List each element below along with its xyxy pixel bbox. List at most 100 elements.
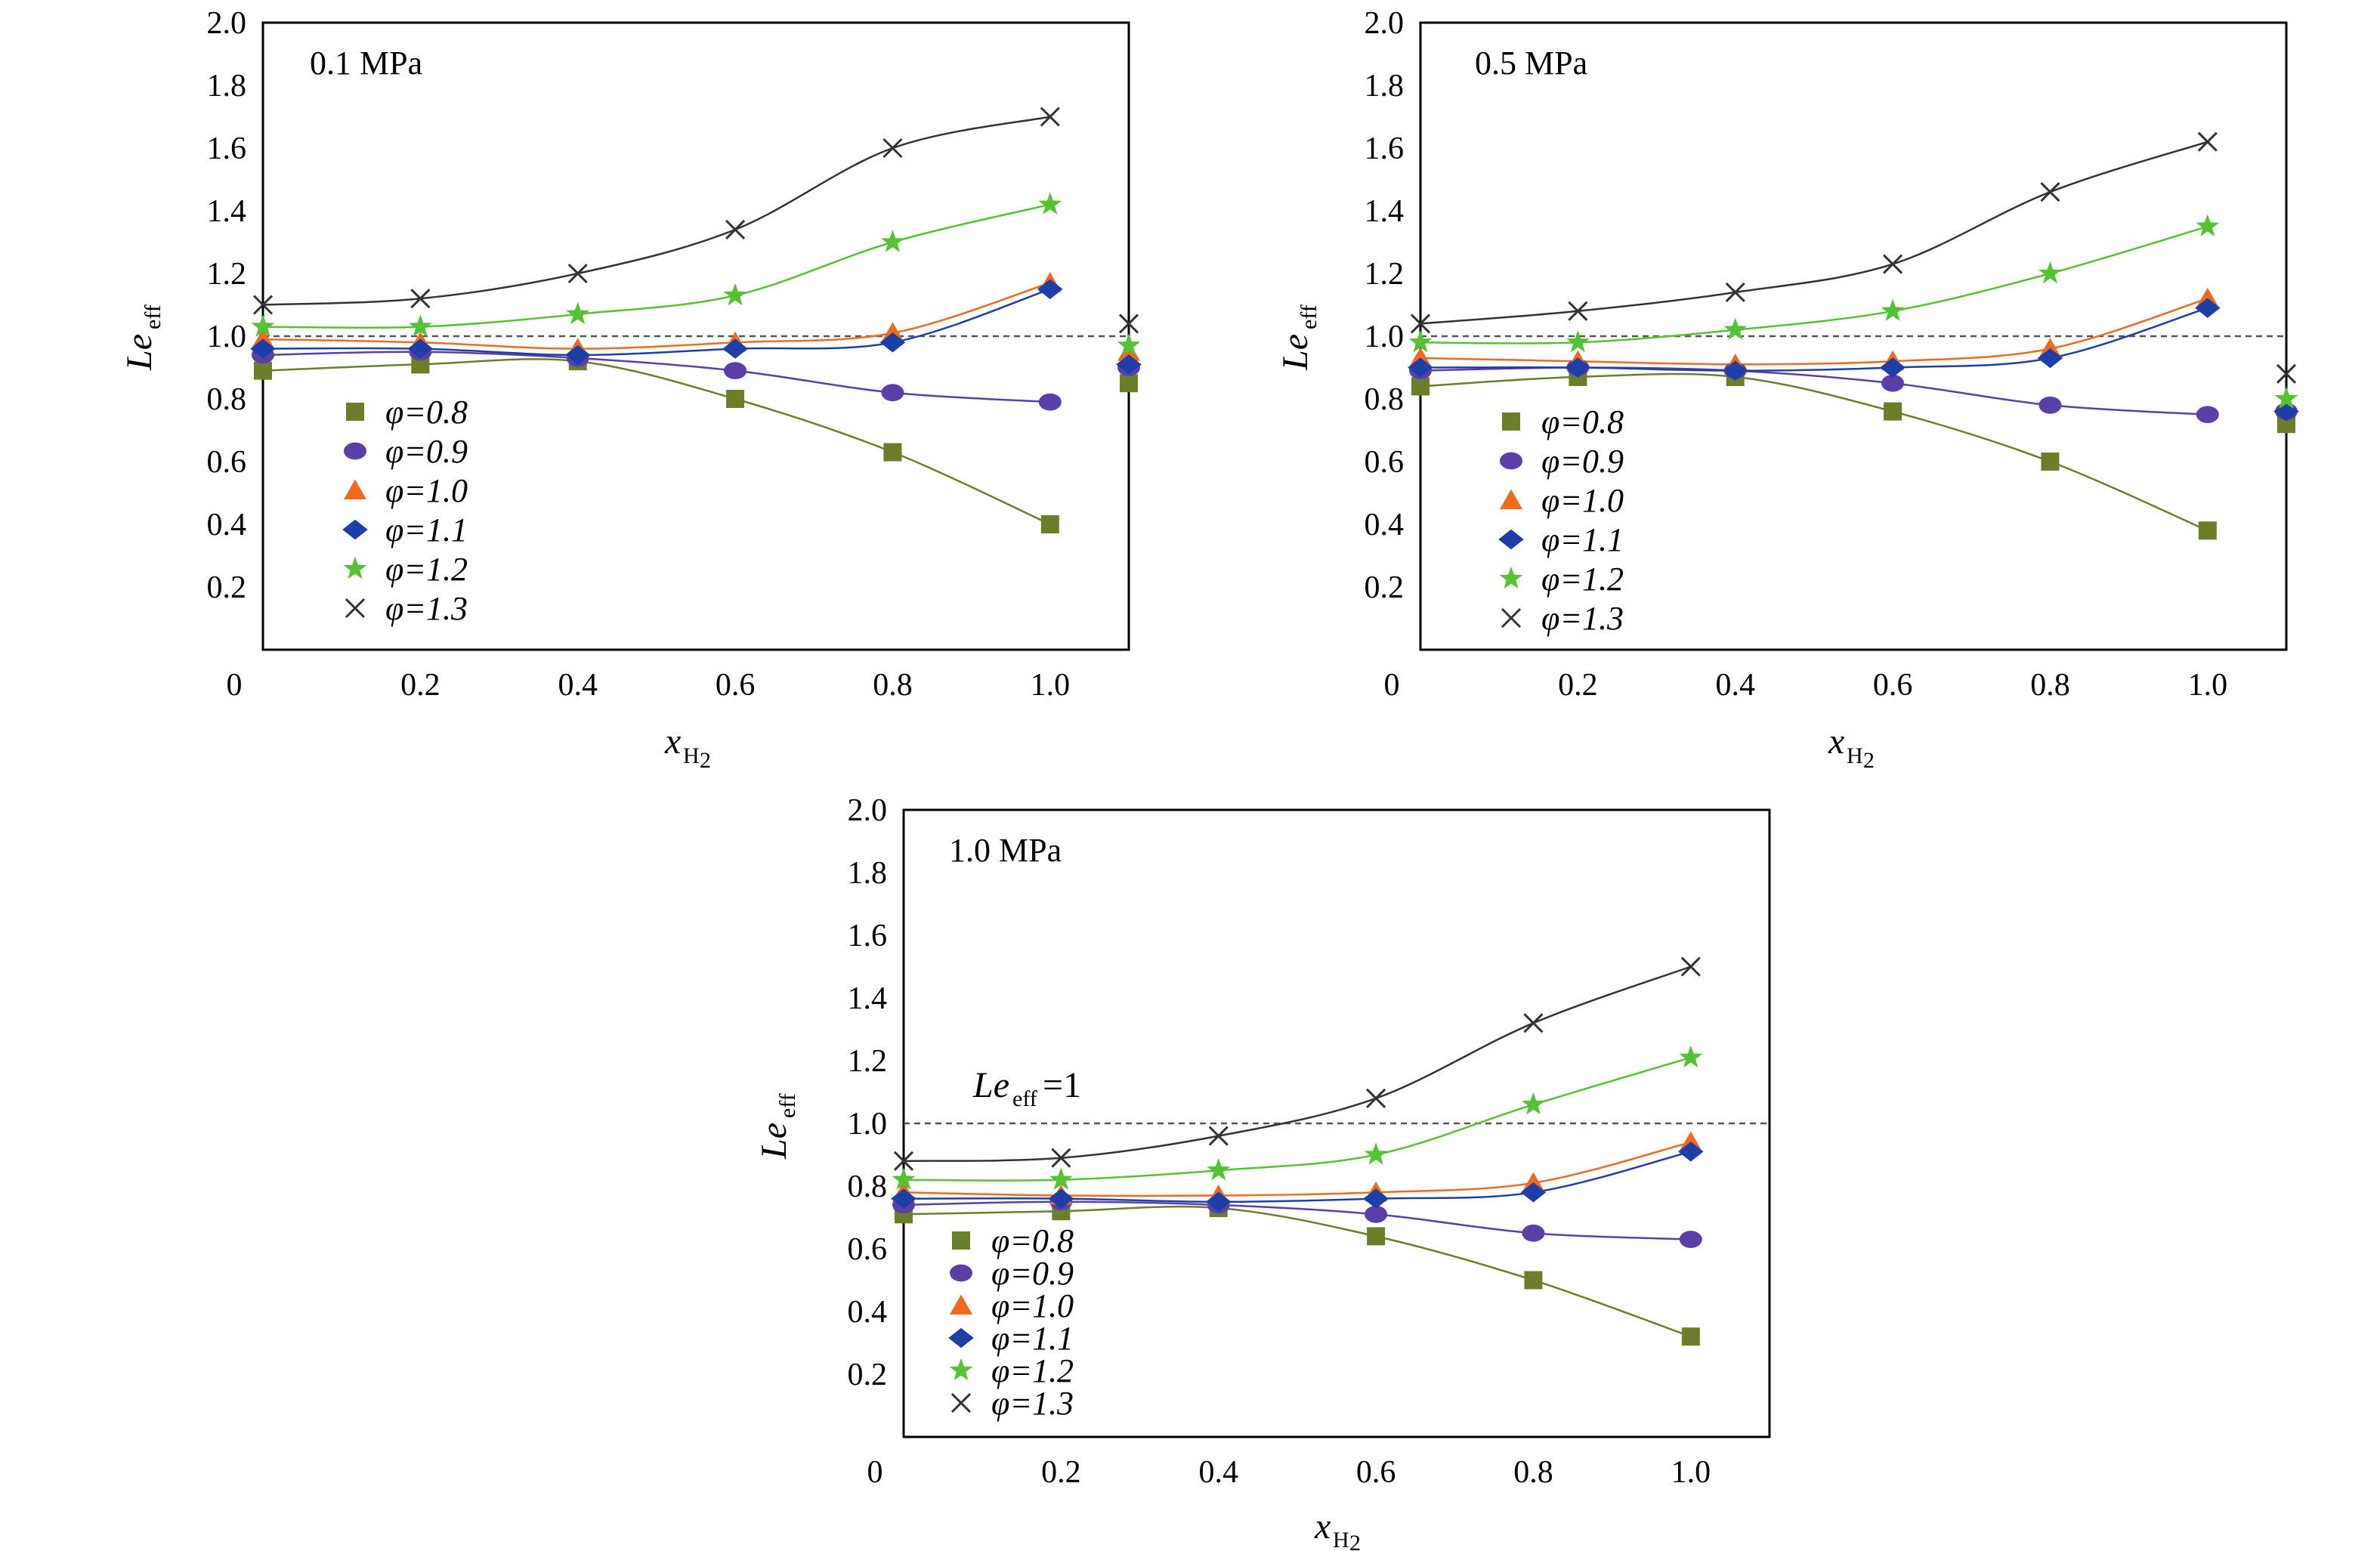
fit-curve [262, 358, 1051, 526]
data-point [1679, 1045, 1703, 1067]
data-point [1367, 1227, 1386, 1246]
legend-marker [950, 1294, 972, 1315]
y-tick-label: 0.2 [1365, 570, 1405, 605]
y-tick-label: 1.8 [1365, 69, 1405, 104]
data-point [250, 338, 276, 359]
legend-marker [1500, 452, 1522, 470]
data-point [1207, 1158, 1231, 1181]
data-point [1881, 374, 1905, 392]
fit-curve [262, 116, 1051, 306]
data-point [1117, 333, 1141, 356]
svg-text:x: x [664, 721, 681, 762]
data-point [1725, 282, 1745, 302]
reference-line-label: Le eff =1 [972, 1065, 1081, 1111]
data-point [566, 301, 590, 325]
legend-marker [344, 442, 366, 460]
data-point [1566, 330, 1590, 353]
data-point [1408, 330, 1433, 353]
data-point [882, 137, 903, 159]
y-tick-label: 1.2 [848, 1044, 888, 1079]
fit-curve [903, 966, 1692, 1163]
legend-label: φ=0.8 [385, 394, 468, 431]
data-point [892, 1167, 916, 1190]
data-point [409, 314, 432, 337]
data-point [893, 1151, 914, 1171]
legend-marker [1501, 607, 1522, 629]
y-axis-label: Le eff [119, 304, 165, 371]
data-point [1408, 357, 1433, 378]
x-tick-label: 0.8 [873, 668, 913, 703]
panel-1.0mpa: 0 0.2 0.4 0.6 0.8 1.0 0.2 0.4 0.6 0.8 1.0 1.2 1.4 1.6… [754, 793, 1771, 1551]
data-point [1722, 360, 1748, 381]
y-tick-label: 0.2 [848, 1358, 888, 1392]
svg-text:Le: Le [1275, 334, 1315, 371]
svg-text:H: H [1333, 1528, 1349, 1551]
legend-label: φ=1.0 [385, 472, 468, 509]
data-point [1120, 374, 1138, 393]
y-tick-label: 1.8 [207, 69, 247, 104]
legend-label: φ=0.9 [1541, 443, 1624, 480]
x-tick-label: 0.4 [1715, 668, 1755, 703]
panel-0.1mpa: 0 0.2 0.4 0.6 0.8 1.0 0.2 0.4 0.6 0.8 1.0 1.2 1.4 1.6… [119, 6, 1142, 773]
data-point [883, 443, 902, 462]
legend-marker [344, 479, 366, 499]
data-point [1205, 1191, 1232, 1212]
data-point [1881, 298, 1905, 321]
svg-text:2: 2 [1349, 1531, 1361, 1551]
y-tick-label: 1.0 [1365, 320, 1405, 354]
data-point [567, 263, 588, 284]
svg-text:=1: =1 [1043, 1065, 1081, 1105]
fit-curve [1420, 307, 2208, 372]
legend-marker [345, 598, 366, 619]
legend-marker [952, 1231, 970, 1250]
legend-label: φ=1.1 [1541, 521, 1624, 558]
x-tick-label: 0 [227, 668, 243, 703]
panel-label: 1.0 MPa [949, 832, 1062, 869]
y-tick-label: 1.0 [207, 320, 247, 354]
data-point [1680, 956, 1701, 977]
data-point [1565, 357, 1591, 378]
x-tick-label: 0.8 [1513, 1455, 1553, 1490]
legend: φ=0.8φ=0.9φ=1.0φ=1.1φ=1.2φ=1.3 [342, 394, 468, 627]
legend-marker [1500, 489, 1522, 509]
data-point [407, 338, 434, 359]
y-tick-label: 0.4 [207, 508, 247, 542]
data-point [1049, 1167, 1073, 1190]
svg-text:eff: eff [1297, 304, 1321, 329]
data-point [1568, 301, 1588, 321]
fit-curve [262, 282, 1051, 350]
y-tick-label: 0.6 [848, 1232, 888, 1267]
data-point [1048, 1188, 1074, 1209]
data-point [881, 384, 904, 402]
data-point [1522, 1092, 1545, 1115]
data-point [1522, 1224, 1545, 1242]
svg-text:x: x [1314, 1506, 1331, 1546]
data-point [1410, 314, 1431, 334]
svg-text:x: x [1828, 721, 1844, 762]
legend-label: φ=0.8 [1541, 403, 1624, 440]
data-point [1523, 1013, 1544, 1033]
y-tick-label: 2.0 [207, 6, 247, 41]
x-tick-label: 1.0 [1671, 1455, 1711, 1490]
fit-curve [1420, 372, 2208, 532]
x-tick-label: 0.2 [1041, 1455, 1081, 1490]
data-point [1116, 354, 1142, 375]
legend-marker [1502, 412, 1520, 431]
data-point [252, 295, 274, 315]
data-point [2040, 182, 2060, 202]
y-tick-label: 1.4 [1365, 194, 1405, 229]
data-point [1411, 377, 1430, 396]
svg-text:Le: Le [754, 1123, 794, 1160]
data-point [1884, 402, 1902, 421]
svg-text:H: H [1847, 743, 1863, 768]
data-point [726, 390, 745, 408]
x-tick-label: 0.8 [2030, 668, 2070, 703]
svg-text:Le: Le [119, 334, 159, 371]
data-point [2276, 363, 2297, 384]
legend-marker [949, 1358, 973, 1381]
y-tick-label: 2.0 [848, 793, 888, 828]
data-point [2037, 348, 2063, 369]
y-tick-label: 1.6 [1365, 131, 1405, 166]
data-point [1038, 393, 1062, 411]
data-point [2198, 521, 2217, 540]
